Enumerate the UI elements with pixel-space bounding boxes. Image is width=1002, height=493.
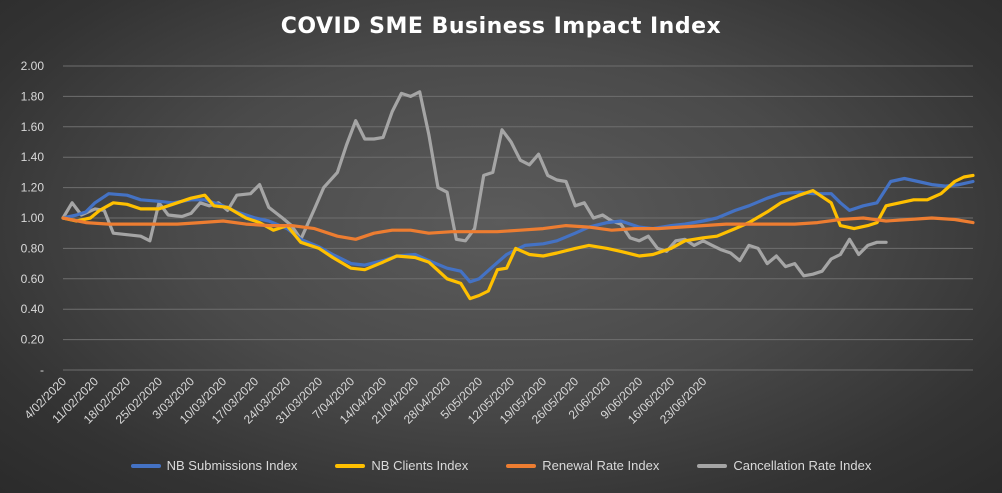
y-tick-label: 1.20: [21, 181, 45, 195]
legend-swatch: [130, 463, 161, 468]
legend-swatch: [697, 463, 728, 468]
legend-label: Renewal Rate Index: [542, 458, 660, 473]
legend-item: NB Submissions Index: [130, 458, 298, 473]
y-axis-ticks: - 0.20 0.40 0.60 0.80 1.00 1.20 1.40 1.60 1.80 2.0…: [21, 59, 45, 377]
series-line-3: [61, 216, 975, 241]
legend-label: NB Clients Index: [371, 458, 469, 473]
series-line-2: [61, 173, 975, 301]
y-tick-label: 1.40: [21, 150, 45, 164]
legend-swatch: [335, 463, 366, 468]
y-tick-label: 1.60: [21, 120, 45, 134]
y-tick-label: 0.40: [21, 302, 45, 316]
legend: NB Submissions Index NB Clients Index Rene…: [0, 458, 1002, 473]
y-tick-label: 2.00: [21, 59, 45, 73]
legend-swatch: [506, 463, 537, 468]
x-axis-ticks: 4/02/202011/02/202018/02/202025/02/20203…: [21, 374, 709, 427]
legend-label: NB Submissions Index: [166, 458, 298, 473]
legend-item: Renewal Rate Index: [506, 458, 659, 473]
y-tick-label: -: [40, 363, 44, 377]
y-tick-label: 0.60: [21, 272, 45, 286]
y-tick-label: 1.00: [21, 211, 45, 225]
legend-label: Cancellation Rate Index: [733, 458, 872, 473]
y-tick-label: 0.20: [21, 333, 45, 347]
y-tick-label: 0.80: [21, 241, 45, 255]
gridlines: [63, 65, 973, 371]
legend-item: NB Clients Index: [335, 458, 468, 473]
series-lines: [61, 90, 975, 301]
legend-item: Cancellation Rate Index: [697, 458, 871, 473]
chart-title: COVID SME Business Impact Index: [280, 14, 722, 39]
y-tick-label: 1.80: [21, 89, 45, 103]
